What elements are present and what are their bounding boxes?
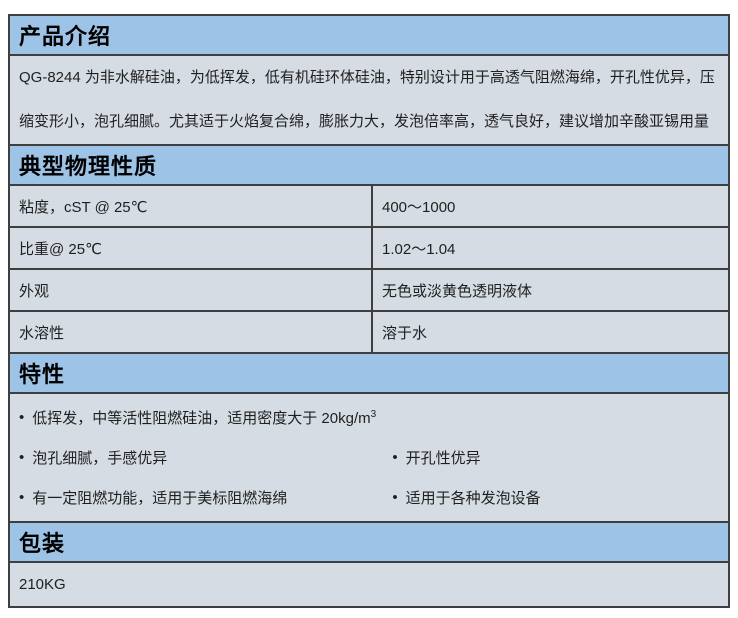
feature-item: • 开孔性优异 [383,447,728,468]
table-row: 水溶性 溶于水 [10,312,728,354]
feature-text: 低挥发，中等活性阻燃硅油，适用密度大于 20kg/m3 [32,408,377,427]
table-row: 外观 无色或淡黄色透明液体 [10,270,728,312]
feature-text: 适用于各种发泡设备 [405,489,541,507]
property-value: 400～1000 [382,198,456,216]
packaging-value: 210KG [19,576,66,593]
intro-title: 产品介绍 [19,24,112,49]
feature-item: • 低挥发，中等活性阻燃硅油，适用密度大于 20kg/m3 [10,407,383,428]
feature-text: 开孔性优异 [405,449,481,467]
bullet-icon: • [19,488,25,506]
property-label: 粘度，cST @ 25℃ [10,186,373,226]
bullet-icon: • [19,448,25,466]
list-item: • 泡孔细腻，手感优异 • 开孔性优异 [10,437,728,477]
feature-item: • 泡孔细腻，手感优异 [10,447,383,468]
intro-text: QG-8244 为非水解硅油，为低挥发，低有机硅环体硅油，特别设计用于高透气阻燃… [19,69,715,130]
section-features-header: 特性 [10,354,728,394]
section-intro-header: 产品介绍 [10,16,728,56]
property-value: 无色或淡黄色透明液体 [382,282,533,300]
superscript: 3 [370,408,377,420]
section-properties-header: 典型物理性质 [10,146,728,186]
table-row: 比重@ 25℃ 1.02～1.04 [10,228,728,270]
feature-text: 有一定阻燃功能，适用于美标阻燃海绵 [32,489,288,507]
property-label: 外观 [10,270,373,310]
bullet-icon: • [19,408,25,426]
properties-title: 典型物理性质 [19,154,158,179]
product-datasheet: 产品介绍 QG-8244 为非水解硅油，为低挥发，低有机硅环体硅油，特别设计用于… [8,14,730,608]
list-item: • 有一定阻燃功能，适用于美标阻燃海绵 • 适用于各种发泡设备 [10,477,728,517]
intro-paragraph: QG-8244 为非水解硅油，为低挥发，低有机硅环体硅油，特别设计用于高透气阻燃… [10,56,728,146]
features-list: • 低挥发，中等活性阻燃硅油，适用密度大于 20kg/m3 • 泡孔细腻，手感优… [10,394,728,523]
bullet-icon: • [392,448,398,466]
property-value: 1.02～1.04 [382,240,456,258]
section-packaging-header: 包装 [10,523,728,563]
properties-table: 粘度，cST @ 25℃ 400～1000 比重@ 25℃ 1.02～1.04 … [10,186,728,354]
property-label: 比重@ 25℃ [10,228,373,268]
packaging-value-row: 210KG [10,563,728,606]
property-value: 溶于水 [382,324,428,342]
bullet-icon: • [392,488,398,506]
feature-item: • 适用于各种发泡设备 [383,487,728,508]
packaging-title: 包装 [19,531,66,556]
table-row: 粘度，cST @ 25℃ 400～1000 [10,186,728,228]
features-title: 特性 [19,362,66,387]
feature-text: 泡孔细腻，手感优异 [32,449,168,467]
feature-item: • 有一定阻燃功能，适用于美标阻燃海绵 [10,487,383,508]
list-item: • 低挥发，中等活性阻燃硅油，适用密度大于 20kg/m3 [10,397,728,437]
property-label: 水溶性 [10,312,373,352]
